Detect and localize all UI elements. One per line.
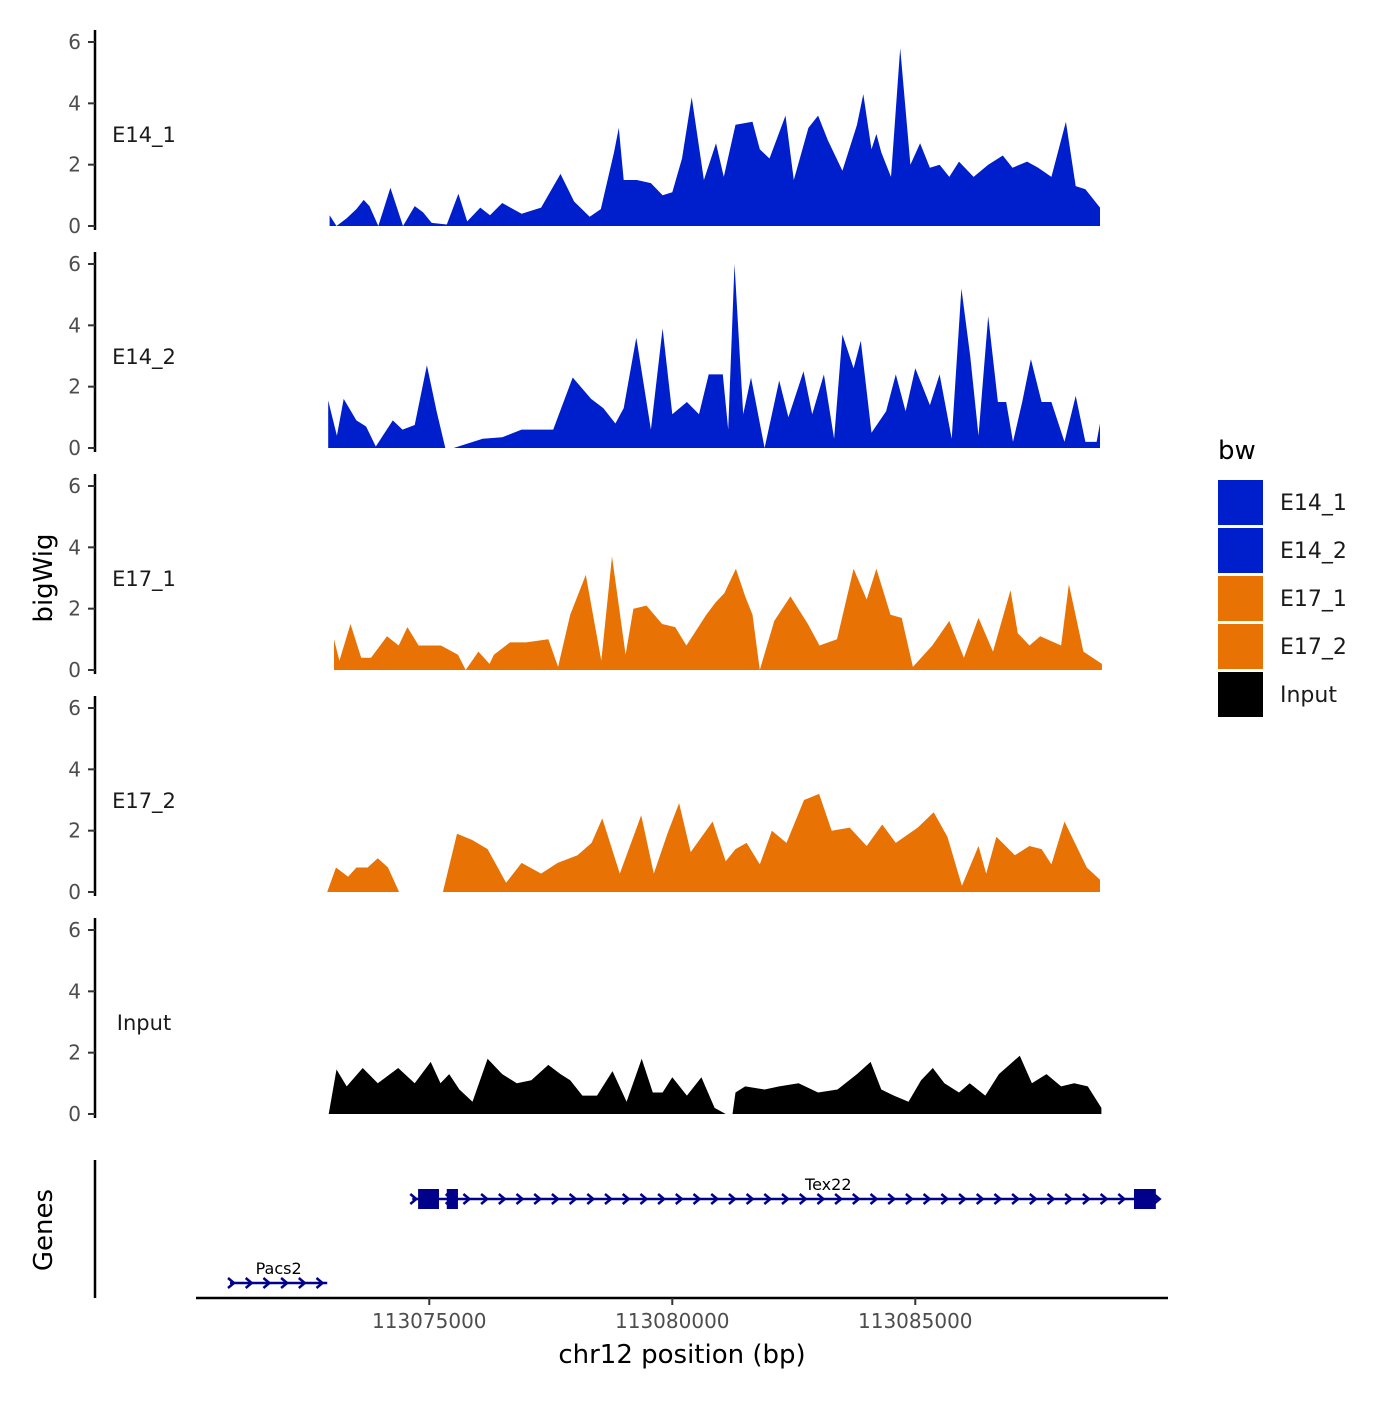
- strand-arrow: [604, 1193, 613, 1205]
- coverage-area-e14_2: [328, 264, 1100, 448]
- strand-arrow: [692, 1193, 702, 1205]
- x-axis-title: chr12 position (bp): [558, 1340, 805, 1370]
- y-tick-label: 4: [68, 313, 81, 337]
- y-tick-label: 6: [68, 474, 81, 498]
- legend-label: E17_2: [1280, 635, 1347, 660]
- y-tick-label: 2: [68, 375, 81, 399]
- legend-label: Input: [1280, 683, 1337, 708]
- strand-arrow: [568, 1193, 578, 1205]
- strand-arrow: [244, 1277, 254, 1289]
- coverage-area-e17_1: [334, 556, 1102, 670]
- strand-arrow: [1117, 1193, 1127, 1205]
- strand-arrow: [1011, 1193, 1021, 1205]
- strand-arrow: [728, 1193, 737, 1205]
- strand-arrow: [409, 1193, 419, 1205]
- genes-axis-title: Genes: [29, 1189, 59, 1271]
- y-tick-label: 6: [68, 30, 81, 54]
- strand-arrow: [975, 1193, 985, 1205]
- strand-arrow: [1046, 1193, 1056, 1205]
- strand-arrow: [280, 1277, 290, 1289]
- y-tick-label: 4: [68, 91, 81, 115]
- strand-arrow: [551, 1193, 560, 1205]
- strand-arrow: [297, 1277, 307, 1289]
- legend-label: E14_2: [1280, 539, 1347, 564]
- y-tick-label: 6: [68, 252, 81, 276]
- strand-arrow: [1064, 1193, 1074, 1205]
- strand-arrow: [940, 1193, 950, 1205]
- y-tick-label: 2: [68, 153, 81, 177]
- y-tick-label: 2: [68, 597, 81, 621]
- exon-block: [418, 1189, 439, 1209]
- strand-arrow: [763, 1193, 773, 1205]
- track-label: E14_2: [112, 345, 176, 370]
- legend-label: E17_1: [1280, 587, 1347, 612]
- strand-arrow: [1082, 1193, 1091, 1205]
- strand-arrow: [262, 1277, 272, 1289]
- y-tick-label: 4: [68, 757, 81, 781]
- strand-arrow: [586, 1193, 596, 1205]
- strand-arrow: [462, 1193, 472, 1205]
- strand-arrow: [621, 1193, 631, 1205]
- y-tick-label: 0: [68, 880, 81, 904]
- strand-arrow: [798, 1193, 808, 1205]
- strand-arrow: [781, 1193, 790, 1205]
- strand-arrow: [887, 1193, 897, 1205]
- strand-arrow: [480, 1193, 490, 1205]
- exon-block: [1133, 1189, 1156, 1209]
- strand-arrow: [905, 1193, 914, 1205]
- legend-swatch-input: [1218, 672, 1263, 717]
- y-tick-label: 0: [68, 658, 81, 682]
- legend-swatch-e14_2: [1218, 528, 1263, 573]
- legend-swatch-e14_1: [1218, 480, 1263, 525]
- x-tick-label: 113085000: [858, 1309, 973, 1333]
- strand-arrow: [993, 1193, 1003, 1205]
- strand-arrow: [922, 1193, 932, 1205]
- x-tick-label: 113080000: [615, 1309, 730, 1333]
- y-tick-label: 0: [68, 214, 81, 238]
- strand-arrow: [958, 1193, 967, 1205]
- strand-arrow: [227, 1277, 236, 1289]
- y-tick-label: 4: [68, 535, 81, 559]
- strand-arrow: [851, 1193, 861, 1205]
- strand-arrow: [657, 1193, 667, 1205]
- strand-arrow: [834, 1193, 844, 1205]
- strand-arrow: [710, 1193, 720, 1205]
- strand-arrow: [497, 1193, 507, 1205]
- strand-arrow: [1099, 1193, 1109, 1205]
- strand-arrow: [745, 1193, 755, 1205]
- y-tick-label: 6: [68, 696, 81, 720]
- coverage-area-e17_2: [327, 793, 1100, 892]
- track-label: E14_1: [112, 123, 176, 148]
- strand-arrow: [816, 1193, 826, 1205]
- y-axis-title: bigWig: [29, 533, 59, 622]
- strand-arrow: [869, 1193, 879, 1205]
- legend-swatch-e17_2: [1218, 624, 1263, 669]
- strand-arrow: [533, 1193, 543, 1205]
- coverage-area-e14_1: [329, 48, 1101, 226]
- gene-label-pacs2: Pacs2: [256, 1259, 302, 1278]
- strand-arrow: [315, 1277, 325, 1289]
- legend-swatch-e17_1: [1218, 576, 1263, 621]
- track-label: Input: [117, 1011, 171, 1035]
- y-tick-label: 2: [68, 1041, 81, 1065]
- x-tick-label: 113075000: [372, 1309, 487, 1333]
- strand-arrow: [515, 1193, 525, 1205]
- strand-arrow: [674, 1193, 684, 1205]
- gene-label-tex22: Tex22: [804, 1175, 851, 1194]
- y-tick-label: 6: [68, 918, 81, 942]
- track-label: E17_2: [112, 789, 176, 814]
- y-tick-label: 4: [68, 979, 81, 1003]
- y-tick-label: 2: [68, 819, 81, 843]
- track-label: E17_1: [112, 567, 176, 592]
- exon-block: [446, 1189, 458, 1209]
- y-tick-label: 0: [68, 436, 81, 460]
- strand-arrow: [1028, 1193, 1038, 1205]
- y-tick-label: 0: [68, 1102, 81, 1126]
- strand-arrow: [639, 1193, 649, 1205]
- coverage-area-input: [328, 1055, 1102, 1114]
- legend-title: bw: [1218, 436, 1256, 466]
- legend-label: E14_1: [1280, 491, 1347, 516]
